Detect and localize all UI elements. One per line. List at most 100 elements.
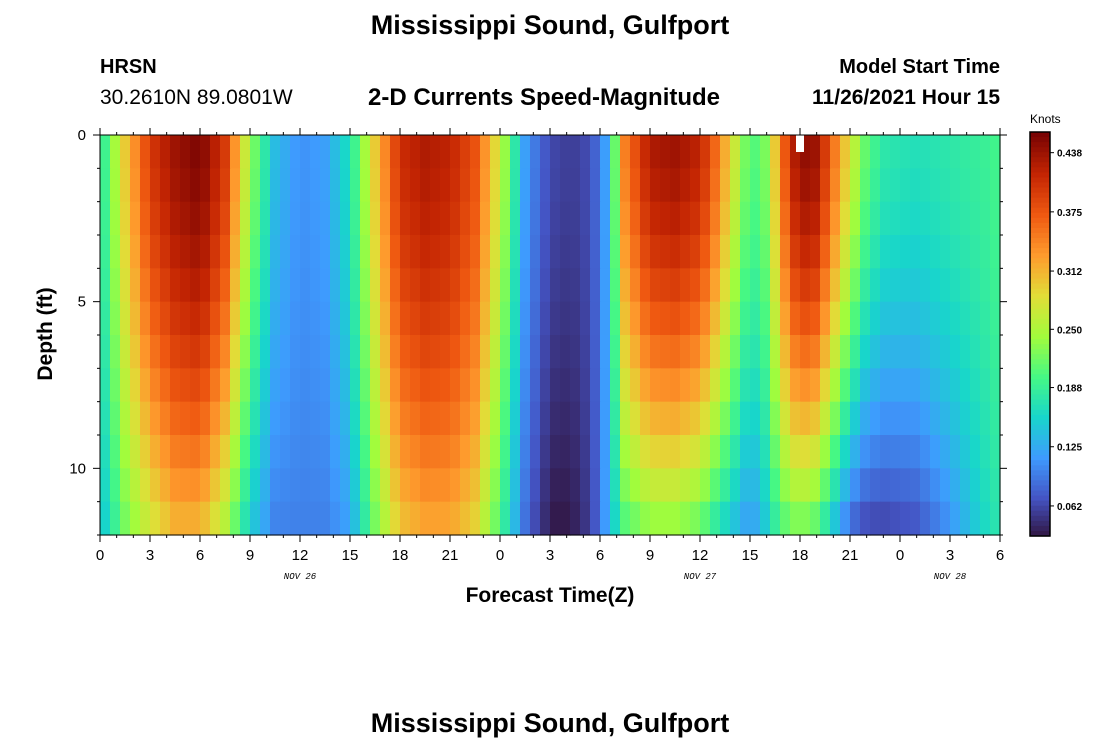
heatmap-cell [470,268,481,303]
heatmap-cell [130,135,141,169]
heatmap-cell [330,301,341,336]
heatmap-cell [390,401,401,436]
heatmap-cell [340,235,351,269]
heatmap-cell [280,168,291,203]
heatmap-cell [170,368,181,403]
heatmap-cell [730,168,741,203]
heatmap-cell [550,235,561,269]
heatmap-cell [580,335,591,369]
heatmap-cell [200,235,211,269]
heatmap-cell [710,235,721,269]
heatmap-cell [330,401,341,436]
x-tick-label: 6 [596,547,604,564]
heatmap-cell [160,201,171,236]
heatmap-cell [240,468,251,503]
heatmap-cell [840,468,851,503]
heatmap-cell [980,201,991,236]
heatmap-cell [990,235,1001,269]
heatmap-cell [210,368,221,403]
heatmap-cell [650,401,661,436]
heatmap-cell [970,401,981,436]
heatmap-cell [450,268,461,303]
heatmap-cell [190,201,201,236]
heatmap-cell [740,168,751,203]
heatmap-cell [420,468,431,503]
heatmap-cell [480,168,491,203]
heatmap-cell [860,335,871,369]
heatmap-cell [810,435,821,469]
heatmap-cell [930,368,941,403]
x-tick-label: 9 [646,547,654,564]
x-tick-label: 3 [946,547,954,564]
heatmap-cell [470,468,481,503]
heatmap-cell [360,201,371,236]
heatmap-cell [730,135,741,169]
heatmap-cell [650,235,661,269]
heatmap-cell [620,501,631,536]
colorbar-segment [1030,399,1050,406]
heatmap-cell [250,201,261,236]
colorbar-segment [1030,510,1050,517]
heatmap-cell [330,335,341,369]
heatmap-cell [770,135,781,169]
heatmap-cell [110,335,121,369]
heatmap-cell [360,268,371,303]
heatmap-cell [350,401,361,436]
colorbar-segment [1030,268,1050,274]
heatmap-cell [930,301,941,336]
heatmap-cell [390,168,401,203]
heatmap-cell [200,401,211,436]
heatmap-cell [960,201,971,236]
heatmap-cell [180,435,191,469]
heatmap-cell [540,135,551,169]
heatmap-cell [870,301,881,336]
heatmap-cell [310,501,321,536]
heatmap-cell [260,435,271,469]
heatmap-cell [700,468,711,503]
heatmap-cell [750,468,761,503]
heatmap-cell [140,135,151,169]
heatmap-cell [890,301,901,336]
heatmap-cell [700,435,711,469]
heatmap-cell [740,468,751,503]
heatmap-cell [570,501,581,536]
heatmap-cell [700,201,711,236]
heatmap-cell [260,501,271,536]
heatmap-cell [900,268,911,303]
heatmap-cell [700,401,711,436]
heatmap-cell [340,135,351,169]
heatmap-cell [790,435,801,469]
colorbar-tick-label: 0.438 [1057,149,1082,160]
heatmap-cell [390,335,401,369]
heatmap-cell [580,135,591,169]
heatmap-cell [650,468,661,503]
heatmap-cell [920,135,931,169]
heatmap-cell [170,268,181,303]
heatmap-cell [540,435,551,469]
heatmap-cell [330,168,341,203]
colorbar-segment [1030,344,1050,350]
heatmap-cell [690,201,701,236]
heatmap-cell [240,368,251,403]
heatmap-cell [720,468,731,503]
heatmap-cell [860,501,871,536]
heatmap-cell [890,468,901,503]
heatmap-cell [860,168,871,203]
heatmap-cell [600,235,611,269]
heatmap-cell [980,335,991,369]
heatmap-cell [500,301,511,336]
heatmap-cell [270,468,281,503]
heatmap-cell [550,201,561,236]
heatmap-cell [440,135,451,169]
heatmap-cell [480,468,491,503]
heatmap-cell [490,201,501,236]
heatmap-cell [970,368,981,403]
heatmap-cell [450,401,461,436]
heatmap-cell [620,201,631,236]
station-coordinates: 30.2610N 89.0801W [100,86,293,109]
heatmap-cell [270,501,281,536]
heatmap-cell [980,368,991,403]
heatmap-cell [580,435,591,469]
heatmap-cell [390,368,401,403]
heatmap-cell [950,401,961,436]
